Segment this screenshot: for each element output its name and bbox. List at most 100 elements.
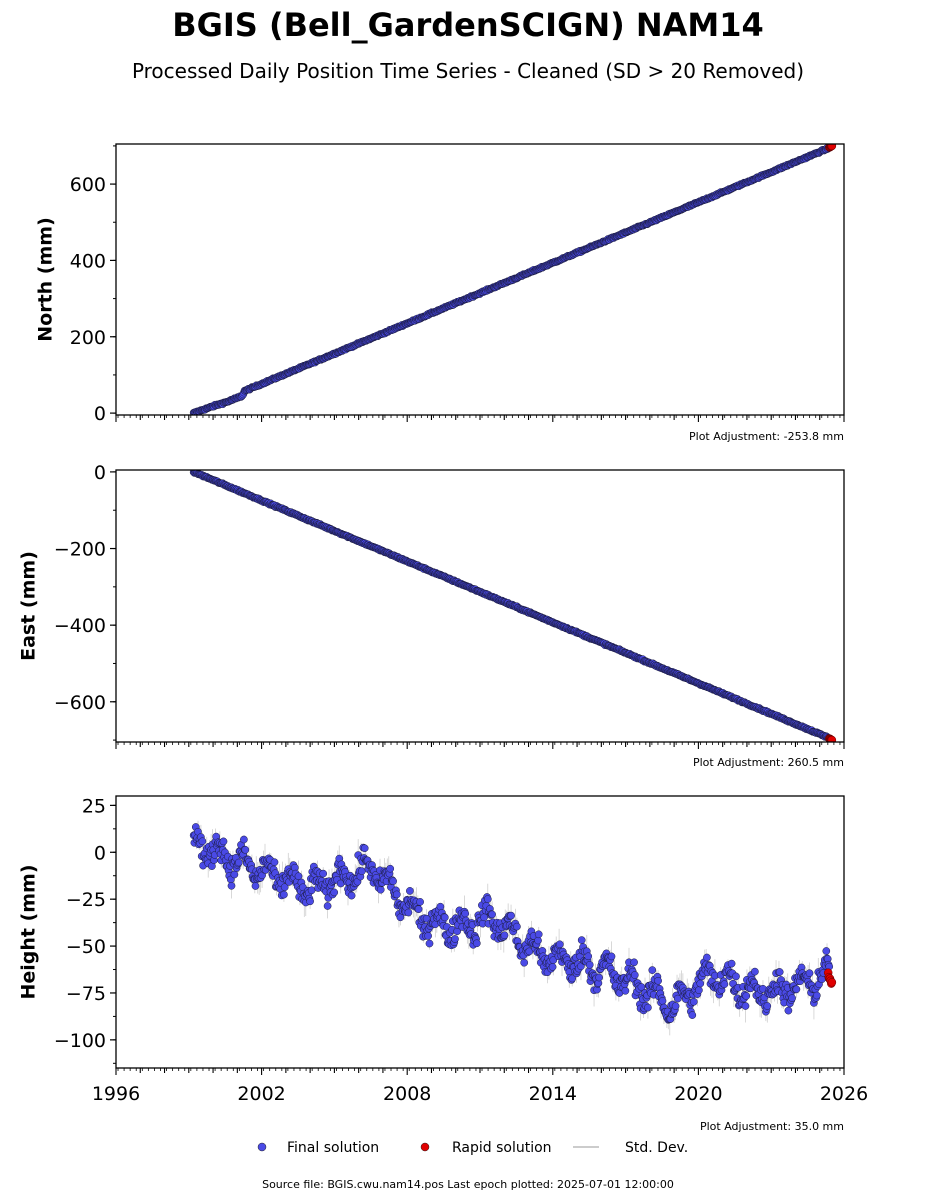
x-tick-label: 2026 <box>820 1083 868 1105</box>
final-solution-point <box>673 994 682 1003</box>
legend-item-final-solution: Final solution <box>257 1140 379 1156</box>
y-axis-label: East (mm) <box>18 551 40 661</box>
final-solution-point <box>732 972 740 981</box>
y-tick-label: 25 <box>82 795 106 817</box>
legend-item-rapid-solution: Rapid solution <box>420 1140 552 1156</box>
final-solution-point <box>763 1002 772 1010</box>
final-solution-point <box>792 985 801 994</box>
final-solution-points <box>189 823 834 1024</box>
legend-item-std-dev: Std. Dev. <box>573 1140 688 1156</box>
final-solution-point <box>585 960 594 969</box>
panel-north: 0 200 400 600 North (mm) Plot Adjustment: -25… <box>35 143 845 443</box>
final-solution-point <box>534 930 543 939</box>
legend-marker <box>420 1142 430 1152</box>
final-solution-point <box>822 947 831 955</box>
x-tick-label: 2002 <box>237 1083 285 1105</box>
final-solution-point <box>461 909 470 918</box>
final-solution-point <box>621 986 630 995</box>
final-solution-point <box>306 897 314 906</box>
figure-title: BGIS (Bell_GardenSCIGN) NAM14 <box>172 6 764 44</box>
final-solution-point <box>376 885 385 894</box>
x-tick-label: 2014 <box>529 1083 577 1105</box>
final-solution-point <box>416 898 424 906</box>
final-solution-point <box>483 895 492 903</box>
legend-label: Rapid solution <box>452 1140 552 1156</box>
final-solution-point <box>347 891 356 900</box>
final-solution-points <box>189 470 834 742</box>
rapid-solution-point <box>827 144 837 151</box>
plot-area <box>189 820 837 1036</box>
x-tick-label: 2020 <box>674 1083 722 1105</box>
final-solution-point <box>720 980 729 989</box>
legend: Final solution Rapid solution Std. Dev. <box>257 1140 688 1156</box>
final-solution-point <box>671 1002 680 1010</box>
final-solution-point <box>251 882 260 890</box>
x-axis <box>115 742 845 749</box>
final-solution-point <box>688 1011 697 1019</box>
final-solution-point <box>695 986 703 995</box>
final-solution-point <box>607 952 616 961</box>
y-tick-label: −75 <box>66 983 106 1005</box>
panel-east: 0 −200 −400 −600 East (mm) Plot Adjustment: 2… <box>18 462 845 769</box>
y-tick-label: 0 <box>94 842 106 864</box>
final-solution-point <box>392 890 401 899</box>
final-solution-point <box>241 845 250 854</box>
final-solution-point <box>648 966 657 974</box>
final-solution-point <box>386 864 395 873</box>
final-solution-point <box>520 958 529 967</box>
y-tick-label: −200 <box>54 539 106 561</box>
plot-adjustment-note: Plot Adjustment: -253.8 mm <box>689 430 844 443</box>
y-axis: 25 0 −25 −50 −75 −100 <box>54 795 116 1064</box>
final-solution-point <box>548 963 557 971</box>
final-solution-point <box>319 869 328 878</box>
y-tick-label: 0 <box>94 462 106 484</box>
final-solution-point <box>644 1003 652 1012</box>
final-solution-point <box>360 844 369 853</box>
x-axis <box>115 415 845 422</box>
final-solution-point <box>307 886 316 895</box>
final-solution-points <box>189 144 834 415</box>
final-solution-point <box>775 968 784 976</box>
plot-adjustment-note: Plot Adjustment: 35.0 mm <box>700 1120 844 1133</box>
final-solution-point <box>549 956 558 964</box>
final-solution-point <box>500 931 509 940</box>
final-solution-point <box>270 858 279 867</box>
final-solution-point <box>488 910 496 919</box>
plot-area <box>189 144 837 415</box>
final-solution-point <box>654 976 662 985</box>
final-solution-point <box>404 908 413 917</box>
final-solution-point <box>805 969 814 978</box>
final-solution-point <box>219 837 228 846</box>
final-solution-point <box>389 877 397 886</box>
y-tick-label: −600 <box>54 692 106 714</box>
final-solution-point <box>280 883 289 892</box>
final-solution-point <box>788 994 796 1002</box>
final-solution-point <box>424 932 432 940</box>
final-solution-point <box>294 872 303 881</box>
y-tick-label: 600 <box>70 174 106 196</box>
final-solution-point <box>568 974 577 983</box>
plot-area <box>189 470 837 742</box>
final-solution-point <box>751 967 759 976</box>
plot-adjustment-note: Plot Adjustment: 260.5 mm <box>693 756 844 769</box>
x-tick-label: 2008 <box>383 1083 431 1105</box>
y-axis-label: North (mm) <box>35 217 57 342</box>
final-solution-point <box>234 858 243 867</box>
final-solution-point <box>240 835 248 844</box>
final-solution-point <box>727 959 736 968</box>
final-solution-point <box>406 887 414 895</box>
final-solution-point <box>689 997 698 1006</box>
final-solution-point <box>595 973 603 982</box>
legend-label: Std. Dev. <box>625 1140 688 1156</box>
final-solution-point <box>198 837 207 846</box>
panel-height: 25 0 −25 −50 −75 −100 1996 2002 2008 2014 2020 2026… <box>18 795 868 1133</box>
final-solution-point <box>742 992 751 1000</box>
y-tick-label: 0 <box>94 403 106 425</box>
y-tick-label: −50 <box>66 936 106 958</box>
y-tick-label: 200 <box>70 327 106 349</box>
final-solution-point <box>414 905 423 914</box>
final-solution-point <box>513 922 521 931</box>
y-tick-label: −400 <box>54 615 106 637</box>
panels: 0 200 400 600 North (mm) Plot Adjustment: -25… <box>18 143 868 1133</box>
